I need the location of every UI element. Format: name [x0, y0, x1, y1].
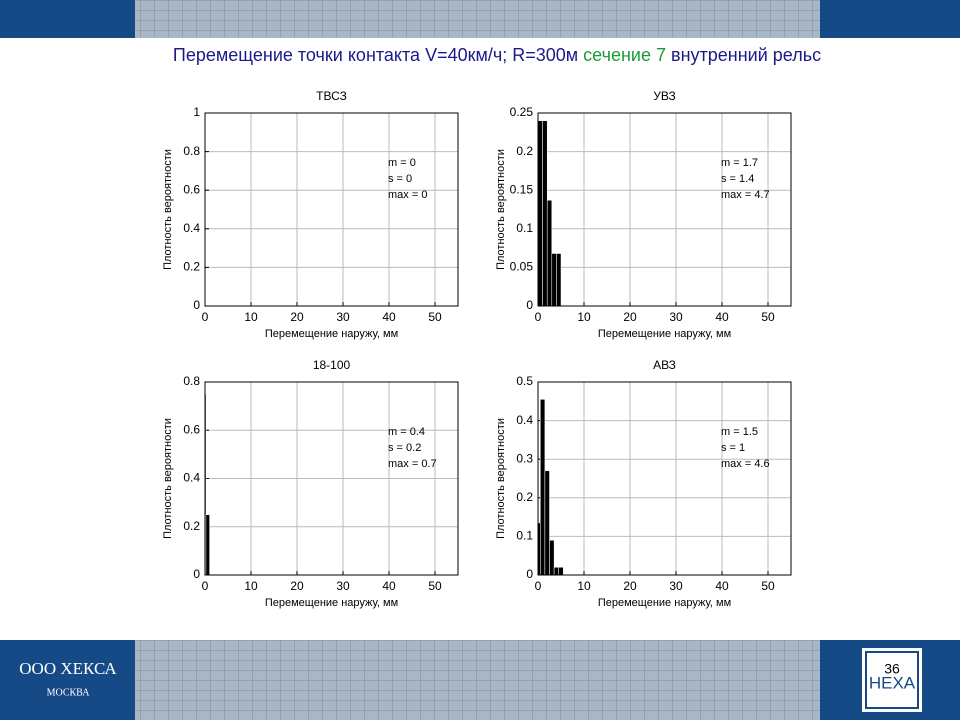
y-tick-label: 0	[193, 298, 200, 312]
bar	[540, 399, 546, 576]
city: МОСКВА	[47, 687, 91, 698]
logo-frame	[865, 651, 919, 709]
y-tick-label: 0.6	[183, 182, 200, 196]
y-axis-label: Плотность вероятности	[162, 418, 174, 539]
bar	[205, 514, 210, 576]
x-tick-label: 30	[336, 310, 350, 324]
annotation: m = 0	[388, 157, 416, 169]
x-tick-label: 20	[623, 579, 637, 593]
bar	[551, 253, 557, 307]
y-axis-label: Плотность вероятности	[495, 418, 507, 539]
x-tick-label: 10	[577, 310, 591, 324]
y-axis-label: Плотность вероятности	[495, 149, 507, 270]
y-axis-label: Плотность вероятности	[162, 149, 174, 270]
x-axis-label: Перемещение наружу, мм	[265, 328, 398, 340]
annotation: m = 0.4	[388, 426, 425, 438]
x-tick-label: 0	[202, 579, 209, 593]
annotation: s = 1	[721, 442, 745, 454]
x-axis-label: Перемещение наружу, мм	[598, 328, 731, 340]
y-tick-label: 0.4	[183, 221, 200, 235]
axes-box	[537, 381, 792, 576]
axes-box	[204, 381, 459, 576]
y-tick-label: 0.2	[183, 519, 200, 533]
chart-title: 18-100	[313, 358, 351, 372]
x-tick-label: 20	[290, 579, 304, 593]
x-tick-label: 50	[428, 579, 442, 593]
x-axis-label: Перемещение наружу, мм	[598, 597, 731, 609]
x-tick-label: 50	[761, 310, 775, 324]
bar	[556, 253, 562, 307]
annotation: m = 1.5	[721, 426, 758, 438]
y-tick-label: 0.2	[183, 260, 200, 274]
axes-box	[537, 112, 792, 307]
x-tick-label: 30	[669, 310, 683, 324]
x-tick-label: 0	[535, 579, 542, 593]
y-tick-label: 0.2	[516, 144, 533, 158]
y-tick-label: 0.4	[516, 413, 533, 427]
x-tick-label: 40	[382, 310, 396, 324]
y-tick-label: 0	[526, 298, 533, 312]
x-tick-label: 50	[761, 579, 775, 593]
x-tick-label: 30	[669, 579, 683, 593]
y-tick-label: 0.2	[516, 490, 533, 504]
x-tick-label: 40	[382, 579, 396, 593]
annotation: s = 1.4	[721, 173, 754, 185]
y-tick-label: 0.5	[516, 374, 533, 388]
x-tick-label: 10	[244, 310, 258, 324]
bar	[546, 199, 553, 307]
slide-title: Перемещение точки контакта V=40км/ч; R=3…	[173, 45, 821, 65]
x-tick-label: 10	[244, 579, 258, 593]
header-texture	[135, 0, 820, 38]
footer-texture	[135, 640, 820, 720]
bar	[558, 567, 564, 576]
y-tick-label: 0.05	[510, 260, 534, 274]
x-tick-label: 40	[715, 310, 729, 324]
x-tick-label: 20	[290, 310, 304, 324]
bar	[544, 470, 550, 576]
x-tick-label: 10	[577, 579, 591, 593]
y-tick-label: 1	[193, 105, 200, 119]
title-part: внутренний рельс	[671, 45, 821, 65]
page-number: 36	[884, 661, 900, 677]
annotation: s = 0.2	[388, 442, 421, 454]
annotation: m = 1.7	[721, 157, 758, 169]
annotation: max = 0	[388, 189, 427, 201]
annotation: max = 4.7	[721, 189, 770, 201]
bar	[549, 540, 555, 576]
title-part: Перемещение точки контакта V=40км/ч; R=3…	[173, 45, 578, 65]
bar	[537, 120, 543, 307]
bar	[553, 567, 559, 576]
y-tick-label: 0.8	[183, 144, 200, 158]
x-tick-label: 50	[428, 310, 442, 324]
x-tick-label: 30	[336, 579, 350, 593]
title-part: сечение 7	[583, 45, 666, 65]
company: ООО ХЕКСА	[19, 659, 117, 678]
x-tick-label: 0	[202, 310, 209, 324]
y-tick-label: 0.8	[183, 374, 200, 388]
y-tick-label: 0.25	[510, 105, 534, 119]
y-tick-label: 0.1	[516, 221, 533, 235]
y-tick-label: 0.4	[183, 471, 200, 485]
y-tick-label: 0.1	[516, 529, 533, 543]
annotation: max = 4.6	[721, 458, 770, 470]
logo-box	[862, 648, 922, 712]
x-tick-label: 20	[623, 310, 637, 324]
x-tick-label: 0	[535, 310, 542, 324]
y-tick-label: 0.6	[183, 422, 200, 436]
logo: НЕХА	[869, 673, 916, 692]
chart-title: УВЗ	[653, 89, 675, 103]
y-tick-label: 0.15	[510, 182, 534, 196]
bar	[542, 120, 548, 307]
chart-title: АВЗ	[653, 358, 676, 372]
y-tick-label: 0	[526, 567, 533, 581]
axes-box	[204, 112, 459, 307]
y-tick-label: 0	[193, 567, 200, 581]
annotation: max = 0.7	[388, 458, 437, 470]
x-axis-label: Перемещение наружу, мм	[265, 597, 398, 609]
chart-title: ТВСЗ	[316, 89, 347, 103]
x-tick-label: 40	[715, 579, 729, 593]
annotation: s = 0	[388, 173, 412, 185]
y-tick-label: 0.3	[516, 451, 533, 465]
